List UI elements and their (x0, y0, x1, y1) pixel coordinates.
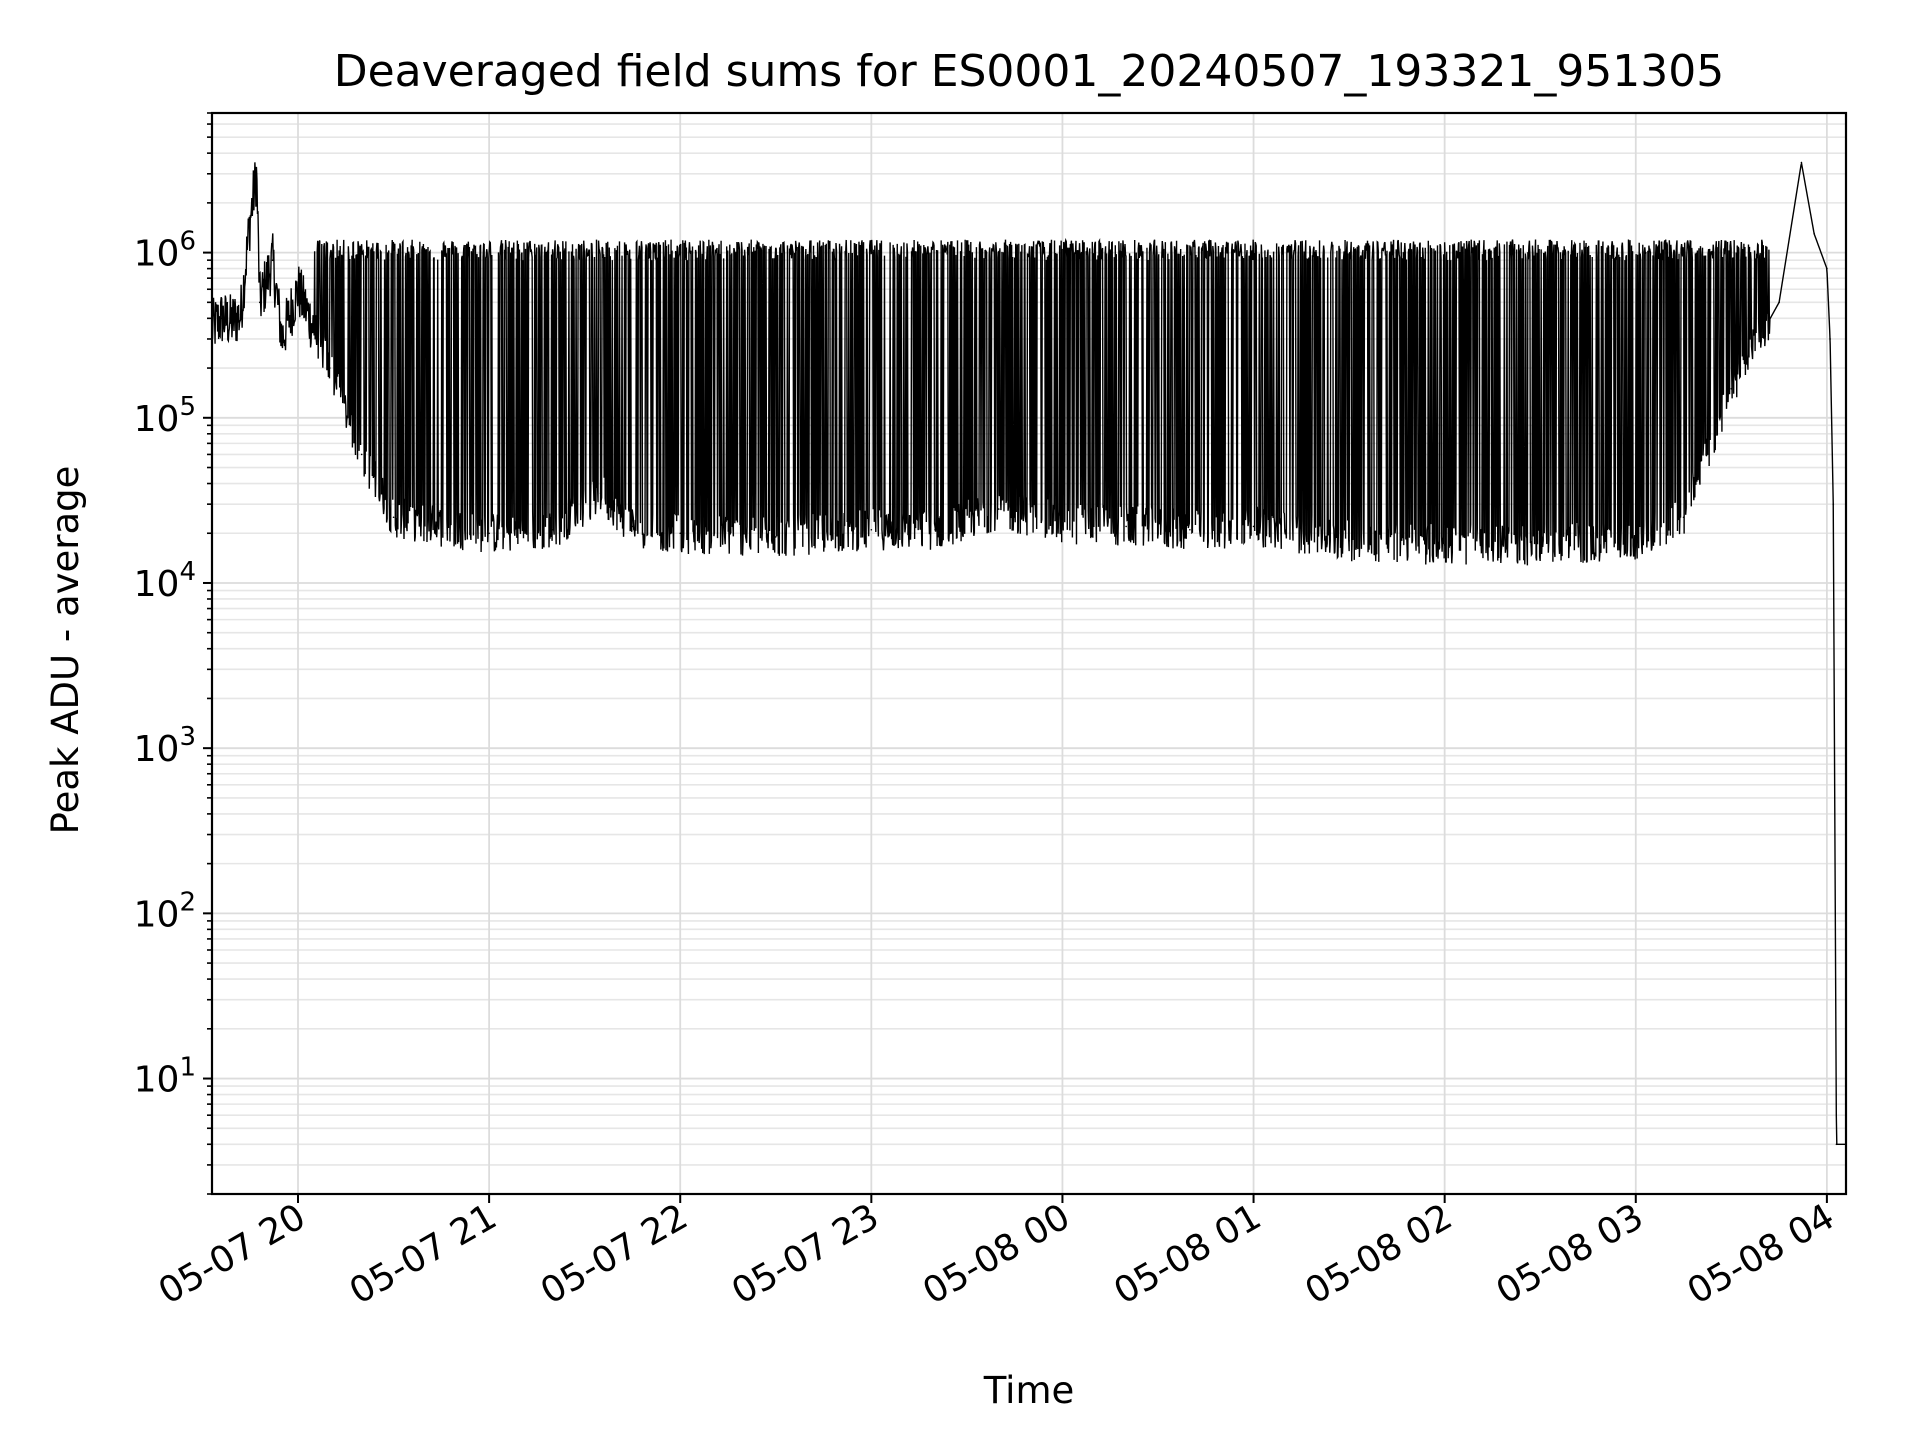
data-point (297, 288, 299, 291)
y-tick-label: 104 (134, 557, 196, 605)
data-point (552, 528, 554, 531)
data-point (1813, 232, 1815, 235)
chart-title: Deaveraged field sums for ES0001_2024050… (334, 46, 1725, 97)
x-axis-title: Time (983, 1369, 1075, 1412)
series-line (211, 161, 1846, 1145)
data-point (255, 172, 258, 175)
data-point (392, 516, 395, 519)
y-tick-label-exponent: 1 (179, 1053, 196, 1083)
data-point (1125, 525, 1127, 528)
y-tick-label-exponent: 3 (179, 722, 196, 752)
y-axis-title: Peak ADU - average (44, 466, 87, 835)
data-point (1826, 267, 1828, 270)
data-point (1682, 516, 1685, 519)
y-tick-label-base: 10 (134, 564, 180, 605)
data-point (271, 259, 274, 261)
data-point (249, 218, 252, 220)
data-point (281, 338, 283, 340)
data-point (1443, 544, 1446, 546)
data-point (631, 525, 634, 528)
y-tick-label-base: 10 (134, 894, 180, 935)
data-point (239, 314, 242, 316)
data-point (997, 508, 1000, 510)
plot-frame (210, 111, 1848, 1196)
data-point (1539, 544, 1542, 546)
data-point (360, 453, 363, 456)
data-point (220, 317, 223, 320)
data-point (1832, 503, 1835, 505)
data-point (440, 525, 443, 528)
y-tick-label-exponent: 5 (179, 392, 196, 422)
y-tick-label: 102 (134, 887, 196, 935)
data-point (1730, 387, 1733, 390)
data-point (599, 492, 602, 494)
data-point (774, 536, 777, 538)
data-point (1778, 301, 1780, 304)
data-point (1835, 1143, 1838, 1146)
data-point (1800, 161, 1803, 164)
y-tick-label: 105 (134, 392, 196, 440)
data-point (1829, 338, 1831, 340)
y-tick-label-exponent: 6 (179, 227, 196, 257)
y-tick-label: 103 (134, 722, 196, 770)
data-point (870, 528, 873, 531)
y-tick-label-base: 10 (134, 399, 180, 440)
y-tick-label-base: 10 (134, 1060, 180, 1101)
y-tick-label-base: 10 (134, 234, 180, 275)
y-tick-label-exponent: 2 (179, 887, 196, 917)
data-point (329, 367, 331, 369)
y-tick-label: 106 (134, 227, 196, 275)
data-point (1634, 540, 1637, 542)
data-point (679, 532, 682, 535)
data-point (258, 301, 261, 304)
data-point (1348, 540, 1350, 542)
y-tick-label-exponent: 4 (179, 557, 196, 587)
data-point (1189, 528, 1191, 531)
data-point (488, 532, 490, 535)
data-point (934, 528, 936, 531)
y-tick-label: 101 (134, 1053, 196, 1101)
data-point (1061, 522, 1064, 525)
y-tick-label-base: 10 (134, 729, 180, 770)
data-point (1252, 525, 1255, 528)
data-point (230, 321, 232, 323)
